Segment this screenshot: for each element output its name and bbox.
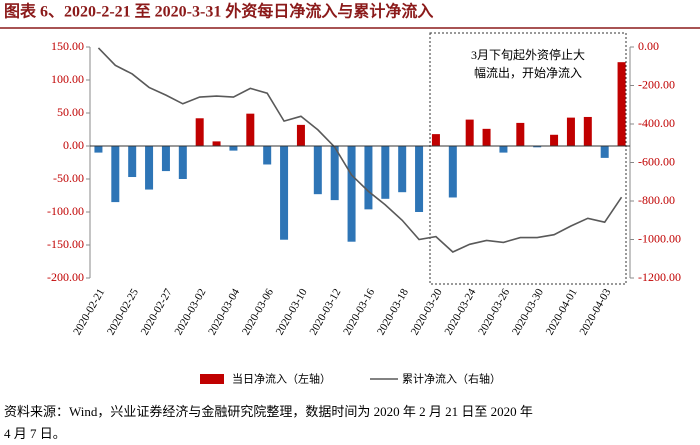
y-tick-label: -50.00 bbox=[53, 171, 84, 185]
y2-tick-label: -1200.00 bbox=[638, 270, 681, 284]
legend-label: 当日净流入（左轴） bbox=[232, 372, 331, 386]
x-tick-label: 2020-03-16 bbox=[341, 286, 377, 337]
x-tick-label: 2020-03-04 bbox=[206, 286, 242, 337]
bar bbox=[499, 146, 508, 153]
y2-tick-label: -400.00 bbox=[638, 116, 675, 130]
bar bbox=[415, 146, 424, 212]
bar bbox=[583, 116, 592, 146]
y-tick-label: 50.00 bbox=[57, 105, 84, 119]
bar bbox=[145, 146, 154, 190]
x-tick-label: 2020-03-10 bbox=[274, 286, 310, 337]
bar bbox=[229, 146, 238, 151]
y-tick-label: -100.00 bbox=[47, 204, 84, 218]
y2-tick-label: -200.00 bbox=[638, 77, 675, 91]
y2-tick-label: -600.00 bbox=[638, 154, 675, 168]
y2-tick-label: -1000.00 bbox=[638, 231, 681, 245]
bar bbox=[550, 134, 559, 146]
bar bbox=[246, 113, 255, 146]
y2-tick-label: 0.00 bbox=[638, 39, 659, 53]
bar bbox=[195, 118, 204, 146]
source-note: 4 月 7 日。 bbox=[4, 426, 66, 441]
x-tick-label: 2020-03-30 bbox=[510, 286, 546, 337]
y-tick-label: -150.00 bbox=[47, 237, 84, 251]
bar bbox=[128, 146, 137, 178]
bar bbox=[566, 117, 575, 146]
bar bbox=[330, 146, 339, 201]
bar bbox=[161, 146, 170, 172]
y-tick-label: -200.00 bbox=[47, 270, 84, 284]
source-note: 资料来源：Wind，兴业证券经济与金融研究院整理，数据时间为 2020 年 2 … bbox=[4, 404, 533, 419]
x-tick-label: 2020-04-03 bbox=[577, 286, 613, 337]
bar bbox=[533, 146, 542, 148]
bar bbox=[381, 146, 390, 199]
x-tick-label: 2020-02-21 bbox=[71, 287, 107, 337]
chart-title: 图表 6、2020-2-21 至 2020-3-31 外资每日净流入与累计净流入 bbox=[4, 2, 433, 21]
bar bbox=[398, 146, 407, 193]
bar bbox=[313, 146, 322, 195]
line bbox=[97, 47, 623, 253]
bar bbox=[296, 124, 305, 146]
y-tick-label: 150.00 bbox=[51, 39, 84, 53]
annotation: 3月下旬起外资停止大 bbox=[471, 47, 585, 62]
annotation: 幅流出，开始净流入 bbox=[474, 65, 582, 80]
bar bbox=[364, 146, 373, 210]
x-tick-label: 2020-03-20 bbox=[409, 286, 445, 337]
x-tick-label: 2020-03-24 bbox=[442, 286, 478, 337]
bar bbox=[482, 128, 491, 146]
bar bbox=[111, 146, 120, 203]
x-tick-label: 2020-03-18 bbox=[375, 286, 411, 337]
bar bbox=[347, 146, 356, 242]
legend-swatch bbox=[200, 374, 224, 384]
y-tick-label: 0.00 bbox=[63, 138, 84, 152]
annotation-box bbox=[429, 32, 627, 285]
bar bbox=[94, 146, 103, 153]
x-tick-label: 2020-03-02 bbox=[172, 287, 208, 337]
x-tick-label: 2020-03-06 bbox=[240, 286, 276, 337]
bar bbox=[516, 122, 525, 146]
bar bbox=[448, 146, 457, 198]
bar bbox=[431, 134, 440, 146]
x-tick-label: 2020-04-01 bbox=[544, 287, 580, 337]
bar bbox=[617, 62, 626, 146]
bar bbox=[263, 146, 272, 165]
bar bbox=[465, 119, 474, 146]
y2-tick-label: -800.00 bbox=[638, 193, 675, 207]
bar bbox=[212, 141, 221, 146]
legend-label: 累计净流入（右轴） bbox=[402, 372, 501, 386]
x-tick-label: 2020-02-25 bbox=[105, 286, 141, 337]
x-tick-label: 2020-03-12 bbox=[307, 287, 343, 337]
bar bbox=[178, 146, 187, 179]
bar bbox=[280, 146, 289, 240]
y-tick-label: 100.00 bbox=[51, 72, 84, 86]
x-tick-label: 2020-03-26 bbox=[476, 286, 512, 337]
x-tick-label: 2020-02-27 bbox=[139, 286, 175, 337]
bar bbox=[600, 146, 609, 158]
